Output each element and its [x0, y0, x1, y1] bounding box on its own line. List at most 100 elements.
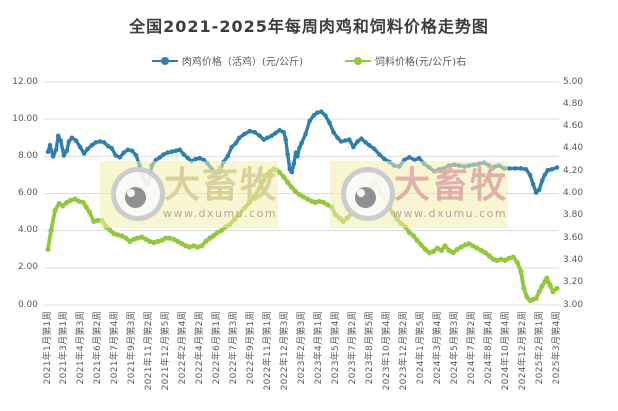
data-point-marker: [533, 190, 539, 195]
data-point-marker: [135, 235, 141, 241]
data-point-marker: [55, 133, 61, 139]
x-axis-tick: 2022年4月第2周: [195, 311, 206, 385]
data-point-marker: [171, 236, 177, 242]
data-point-marker: [297, 145, 302, 151]
x-axis-tick: 2023年4月第1周: [313, 311, 324, 385]
data-point-marker: [87, 209, 93, 216]
x-axis-tick: 2021年4月第3周: [76, 311, 87, 385]
data-point-marker: [407, 155, 412, 160]
data-point-marker: [123, 235, 129, 241]
data-point-marker: [288, 184, 294, 190]
data-point-marker: [185, 155, 191, 161]
data-point-marker: [167, 235, 173, 241]
data-point-marker: [502, 257, 508, 263]
x-axis-tick: 2024年7月第2周: [466, 311, 477, 385]
data-point-marker: [193, 156, 198, 162]
data-point-marker: [323, 113, 328, 118]
data-point-marker: [316, 198, 322, 204]
data-point-marker: [277, 128, 282, 133]
right-axis-tick: 4.20: [563, 165, 584, 176]
data-point-marker: [446, 247, 452, 253]
x-axis-tick: 2024年8月第4周: [483, 311, 494, 385]
left-axis-tick: 8.00: [17, 150, 38, 161]
data-point-marker: [327, 120, 332, 126]
data-point-marker: [554, 165, 560, 170]
data-point-marker: [478, 247, 484, 253]
data-point-marker: [372, 146, 377, 152]
data-point-marker: [324, 202, 330, 208]
data-point-marker: [60, 203, 66, 209]
data-point-marker: [406, 229, 412, 236]
data-point-marker: [422, 246, 428, 252]
data-point-marker: [343, 138, 348, 143]
x-axis-tick: 2021年11月第2周: [144, 311, 155, 391]
data-point-marker: [474, 245, 480, 251]
data-point-marker: [351, 144, 356, 150]
data-point-marker: [303, 131, 308, 137]
data-point-marker: [52, 207, 58, 213]
dxumu-logo-icon: [111, 167, 165, 221]
data-point-marker: [229, 144, 234, 150]
right-axis-tick: 3.00: [563, 299, 584, 310]
data-point-marker: [530, 181, 536, 187]
legend-label: 肉鸡价格（活鸡）(元/公斤): [181, 57, 303, 68]
data-point-marker: [549, 167, 555, 172]
data-point-marker: [544, 275, 550, 281]
data-point-marker: [331, 129, 336, 135]
legend: 肉鸡价格（活鸡）(元/公斤) 饲料价格(元/公斤)右: [0, 53, 618, 68]
data-point-marker: [355, 139, 360, 144]
x-axis-tick: 2022年6月第1周: [212, 311, 223, 385]
x-axis-tick: 2021年7月第4周: [110, 311, 121, 385]
data-point-marker: [315, 110, 320, 115]
data-point-marker: [68, 197, 74, 203]
data-point-marker: [121, 150, 127, 155]
data-point-marker: [430, 248, 436, 255]
data-point-marker: [442, 243, 448, 249]
data-point-marker: [450, 250, 456, 256]
data-point-marker: [434, 245, 440, 251]
data-point-marker: [382, 156, 387, 162]
watermark-url-text: www.dxumu.com: [393, 207, 508, 220]
data-point-marker: [45, 246, 51, 252]
data-point-marker: [210, 233, 216, 239]
data-point-marker: [292, 188, 298, 194]
right-axis-tick: 4.60: [563, 121, 584, 132]
data-point-marker: [296, 192, 302, 198]
data-point-marker: [80, 199, 86, 205]
legend-item-broiler-price: 肉鸡价格（活鸡）(元/公斤): [151, 53, 303, 68]
chart-title: 全国2021-2025年每周肉鸡和饲料价格走势图: [129, 17, 489, 36]
data-point-marker: [247, 128, 252, 134]
data-point-marker: [93, 140, 99, 145]
data-point-marker: [85, 146, 90, 152]
data-point-marker: [545, 168, 551, 173]
data-point-marker: [506, 166, 512, 171]
data-point-marker: [163, 235, 169, 241]
x-axis-tick: 2024年5月第3周: [449, 311, 460, 385]
data-point-marker: [101, 140, 107, 145]
data-point-marker: [285, 179, 291, 185]
data-point-marker: [295, 154, 300, 159]
right-axis-tick: 4.00: [563, 188, 584, 198]
x-axis-tick: 2021年3月第1周: [59, 311, 70, 385]
data-point-marker: [261, 137, 267, 142]
data-point-marker: [289, 169, 295, 175]
right-axis-tick: 3.80: [563, 210, 584, 221]
data-point-marker: [426, 250, 432, 256]
data-point-marker: [536, 187, 542, 193]
data-point-marker: [48, 227, 54, 233]
x-axis-tick: 2023年2月第3周: [297, 311, 307, 385]
data-point-marker: [179, 241, 185, 247]
right-axis-tick: 4.40: [563, 143, 584, 154]
data-point-marker: [307, 118, 312, 124]
data-point-marker: [498, 256, 504, 262]
data-point-marker: [338, 139, 344, 144]
data-point-marker: [539, 178, 545, 183]
data-point-marker: [129, 148, 135, 154]
x-axis-tick: 2022年2月第4周: [178, 311, 189, 385]
data-point-marker: [300, 194, 307, 200]
x-axis-tick: 2021年6月第2周: [93, 311, 104, 385]
data-point-marker: [366, 142, 372, 148]
data-point-marker: [64, 148, 70, 154]
data-point-marker: [291, 161, 297, 167]
